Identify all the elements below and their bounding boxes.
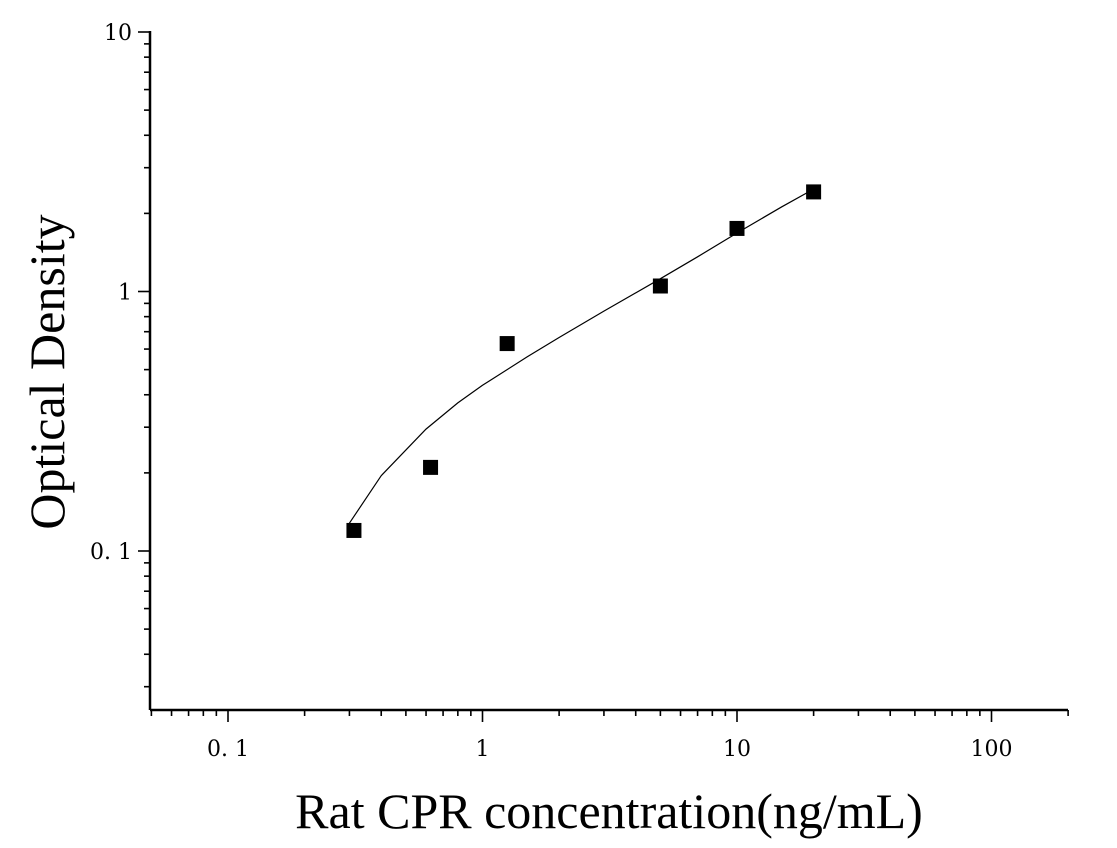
y-axis-title: Optical Density	[19, 214, 75, 529]
data-point	[346, 522, 362, 538]
x-tick-label: 100	[971, 737, 1013, 762]
x-tick-labels: 0. 1 1 10 100	[207, 737, 1012, 762]
y-tick-labels: 0. 1 1 10	[90, 21, 132, 565]
major-ticks	[138, 31, 993, 722]
y-tick-label: 10	[104, 21, 132, 46]
minor-ticks	[144, 43, 1069, 716]
y-tick-label: 0. 1	[90, 540, 132, 565]
x-tick-label: 1	[476, 737, 490, 762]
data-point	[806, 184, 822, 200]
data-point	[499, 336, 515, 352]
x-tick-label: 10	[723, 737, 751, 762]
data-point	[652, 278, 668, 294]
data-points	[346, 184, 822, 538]
y-tick-label: 1	[118, 281, 132, 306]
data-point	[423, 459, 439, 475]
x-axis-title: Rat CPR concentration(ng/mL)	[295, 783, 923, 839]
x-tick-label: 0. 1	[207, 737, 249, 762]
fit-curve	[348, 188, 814, 524]
data-point	[729, 220, 745, 236]
